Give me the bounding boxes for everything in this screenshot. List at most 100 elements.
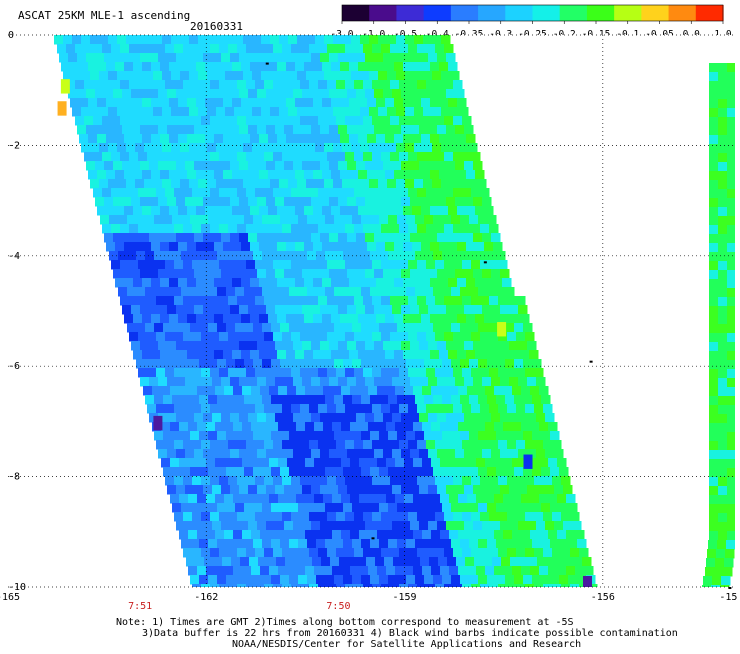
heatmap-cell <box>320 413 330 423</box>
heatmap-cell <box>453 152 463 162</box>
heatmap-cell <box>135 35 145 45</box>
heatmap-cell <box>727 486 735 496</box>
colorbar-label: -0.4 <box>426 29 449 40</box>
heatmap-cell <box>484 242 494 252</box>
heatmap-cell <box>239 197 249 207</box>
heatmap-cell <box>230 449 240 459</box>
heatmap-cell <box>327 116 337 126</box>
heatmap-cell <box>260 386 270 396</box>
heatmap-cell <box>221 233 231 243</box>
heatmap-cell <box>329 377 339 387</box>
heatmap-cell <box>367 350 377 360</box>
heatmap-cell <box>153 179 163 189</box>
heatmap-cell <box>487 287 497 297</box>
heatmap-cell <box>233 566 243 576</box>
heatmap-cell <box>338 197 348 207</box>
heatmap-cell <box>345 80 355 90</box>
heatmap-cell <box>214 170 224 180</box>
heatmap-cell <box>271 395 281 405</box>
heatmap-cell <box>423 107 433 117</box>
heatmap-cell <box>318 80 328 90</box>
heatmap-cell <box>709 432 719 442</box>
heatmap-cell <box>212 125 222 135</box>
heatmap-cell <box>273 80 283 90</box>
heatmap-cell <box>478 359 488 369</box>
heatmap-cell <box>322 206 332 216</box>
heatmap-cell <box>372 584 382 587</box>
heatmap-cell <box>390 368 400 378</box>
heatmap-cell <box>197 422 207 432</box>
heatmap-cell <box>97 206 107 216</box>
heatmap-cell <box>142 98 152 108</box>
heatmap-cell <box>406 359 416 369</box>
heatmap-cell <box>160 350 170 360</box>
heatmap-cell <box>300 152 310 162</box>
heatmap-cell <box>469 359 479 369</box>
heatmap-cell <box>552 548 562 558</box>
heatmap-cell <box>273 440 283 450</box>
heatmap-cell <box>284 125 294 135</box>
heatmap-cell <box>268 242 278 252</box>
heatmap-cell <box>372 224 382 234</box>
heatmap-cell <box>432 143 442 153</box>
heatmap-cell <box>349 206 359 216</box>
heatmap-cell <box>718 459 728 469</box>
heatmap-cell <box>419 161 429 171</box>
heatmap-cell <box>106 62 116 72</box>
heatmap-cell <box>255 404 265 414</box>
heatmap-cell <box>246 584 256 587</box>
heatmap-cell <box>158 377 168 387</box>
heatmap-cell <box>566 566 576 576</box>
heatmap-cell <box>727 396 735 406</box>
heatmap-cell <box>329 125 339 135</box>
heatmap-cell <box>257 269 267 279</box>
heatmap-cell <box>241 206 251 216</box>
heatmap-cell <box>352 467 362 477</box>
heatmap-cell <box>455 377 465 387</box>
heatmap-cell <box>135 179 145 189</box>
heatmap-cell <box>372 548 382 558</box>
heatmap-cell <box>455 269 465 279</box>
heatmap-cell <box>507 512 517 522</box>
heatmap-cell <box>388 287 398 297</box>
heatmap-cell <box>450 179 460 189</box>
heatmap-cell <box>113 125 123 135</box>
heatmap-cell <box>521 566 531 576</box>
heatmap-cell <box>264 548 274 558</box>
heatmap-cell <box>727 270 735 280</box>
heatmap-cell <box>135 71 145 81</box>
heatmap-cell <box>152 386 162 396</box>
heatmap-cell <box>718 306 728 316</box>
y-tick-label: 0 <box>8 30 14 41</box>
heatmap-cell <box>385 242 395 252</box>
heatmap-cell <box>453 260 463 270</box>
heatmap-cell <box>144 107 154 117</box>
heatmap-cell <box>224 494 234 504</box>
heatmap-cell <box>388 215 398 225</box>
heatmap-cell <box>178 314 188 324</box>
heatmap-cell <box>543 512 553 522</box>
heatmap-cell <box>552 584 562 587</box>
heatmap-cell <box>381 512 391 522</box>
heatmap-cell <box>165 476 175 486</box>
heatmap-cell <box>239 449 249 459</box>
heatmap-cell <box>489 476 499 486</box>
heatmap-cell <box>322 278 332 288</box>
heatmap-cell <box>268 314 278 324</box>
heatmap-cell <box>387 143 397 153</box>
heatmap-cell <box>239 269 249 279</box>
heatmap-cell <box>477 179 487 189</box>
heatmap-cell <box>201 224 211 234</box>
heatmap-cell <box>332 530 342 540</box>
heatmap-cell <box>370 359 380 369</box>
heatmap-cell <box>370 467 380 477</box>
heatmap-cell <box>210 476 220 486</box>
heatmap-cell <box>226 251 236 261</box>
heatmap-cell <box>264 584 274 587</box>
heatmap-cell <box>151 278 161 288</box>
heatmap-cell <box>253 467 263 477</box>
heatmap-cell <box>448 350 458 360</box>
heatmap-cell <box>331 134 341 144</box>
heatmap-cell <box>233 494 243 504</box>
heatmap-cell <box>482 449 492 459</box>
